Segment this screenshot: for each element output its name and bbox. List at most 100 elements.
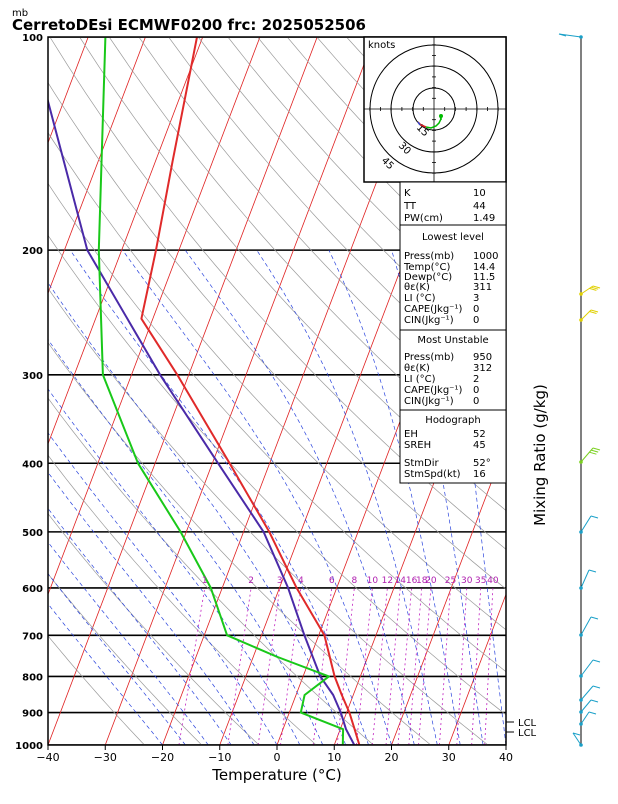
unstable-title: Most Unstable [417,335,488,346]
x-tick-label: 20 [385,751,399,764]
pressure-tick-400: 400 [22,459,43,470]
mixing-ratio-label-2: 2 [248,576,254,586]
index-pw-label: PW(cm) [404,213,443,224]
lowest-cin-value: 0 [473,315,479,326]
wind-barb-base [579,698,583,702]
dry-adiabat [495,37,618,745]
index-k-value: 10 [473,188,486,199]
hodo-sreh-value: 45 [473,440,486,451]
moist-adiabat [0,250,185,745]
x-axis-label: Temperature (°C) [211,766,341,784]
moist-adiabat [0,250,300,745]
moist-adiabat [0,250,277,745]
hodo-stmspd-value: 16 [473,469,486,480]
lowest-cape-label: CAPE(Jkg⁻¹) [404,304,462,315]
moist-adiabat [70,250,368,745]
hodo-sreh-label: SREH [404,440,431,451]
index-tt-value: 44 [473,201,486,212]
dry-adiabat [0,37,603,745]
mixing-ratio-label-14: 14 [395,576,407,586]
wind-barb-feather [591,516,598,518]
mixing-ratio-line [179,588,205,745]
unstable-cape-label: CAPE(Jkg⁻¹) [404,385,462,396]
wind-barb-base [579,586,583,590]
wind-barb-feather [590,312,597,314]
wind-barb-base [579,743,583,747]
mixing-ratio-label-20: 20 [425,576,437,586]
isotherm [506,37,618,745]
mixing-ratio-line [439,588,450,745]
x-tick-label: −40 [36,751,59,764]
mixing-ratio-label-12: 12 [382,576,393,586]
unstable-thetae-label: θε(K) [404,363,430,374]
unstable-thetae-value: 312 [473,363,492,374]
pressure-tick-900: 900 [22,709,43,720]
y-axis-label-right: Mixing Ratio (g/kg) [531,384,549,526]
index-pw-value: 1.49 [473,213,495,224]
mixing-ratio-label-8: 8 [351,576,357,586]
x-tick-label: −10 [208,751,231,764]
lowest-cape-value: 0 [473,304,479,315]
x-tick-label: 10 [327,751,341,764]
lowest-press-label: Press(mb) [404,251,454,262]
wind-barb-feather [591,617,598,619]
lowest-thetae-label: θε(K) [404,282,430,293]
wind-barb-feather [589,452,596,454]
wind-barb-feather [591,450,598,452]
unstable-cape-value: 0 [473,385,479,396]
wind-barb-feather [593,686,600,688]
wind-barb [581,700,591,712]
isotherm [0,37,88,745]
x-tick-label: −30 [94,751,117,764]
mixing-ratio-label-40: 40 [487,576,499,586]
wind-barb-feather [591,310,598,312]
unstable-li-label: LI (°C) [404,374,436,385]
wind-barb-base [579,35,583,39]
moist-adiabat [0,250,254,745]
wind-barb-base [579,530,583,534]
mixing-ratio-line [228,588,251,745]
mixing-ratio-label-1: 1 [202,576,208,586]
isotherm [563,37,618,745]
hodo-eh-value: 52 [473,429,486,440]
unstable-li-value: 2 [473,374,479,385]
lcl-label-lower: LCL [518,728,537,739]
dry-adiabat [554,37,618,745]
mixing-ratio-line [258,588,280,745]
temperature-profile [141,37,359,745]
pressure-tick-500: 500 [22,528,43,539]
diagram-lines [0,37,618,745]
hodo-eh-label: EH [404,429,418,440]
mixing-ratio-label-10: 10 [367,576,379,586]
mixing-ratio-line [409,588,422,745]
isotherm [105,37,374,745]
pressure-tick-200: 200 [22,246,43,257]
mixing-ratio-label-6: 6 [329,576,335,586]
isotherm [48,37,317,745]
hodo-stmdir-value: 52° [473,458,491,469]
index-k-label: K [404,188,411,199]
lowest-li-label: LI (°C) [404,293,436,304]
hodograph-unit-label: knots [368,40,395,51]
lowest-cin-label: CIN(Jkg⁻¹) [404,315,454,326]
x-tick-label: 0 [274,751,281,764]
moist-adiabat [0,250,231,745]
unstable-cin-label: CIN(Jkg⁻¹) [404,396,454,407]
unstable-press-label: Press(mb) [404,352,454,363]
moist-adiabat [123,250,392,745]
hodograph-indices-title: Hodograph [425,415,480,426]
mixing-ratio-label-30: 30 [461,576,473,586]
x-tick-label: −20 [151,751,174,764]
wind-barb [581,617,591,635]
mixing-ratio-line [485,588,493,745]
hodograph-panel: knots 15 30 45 [364,37,506,182]
mixing-ratio-label-35: 35 [475,576,486,586]
dry-adiabat [0,37,618,745]
dry-adiabat [613,37,618,745]
wind-barb-feather [589,570,596,572]
wind-barb-base [579,633,583,637]
wind-barb-base [579,722,583,726]
